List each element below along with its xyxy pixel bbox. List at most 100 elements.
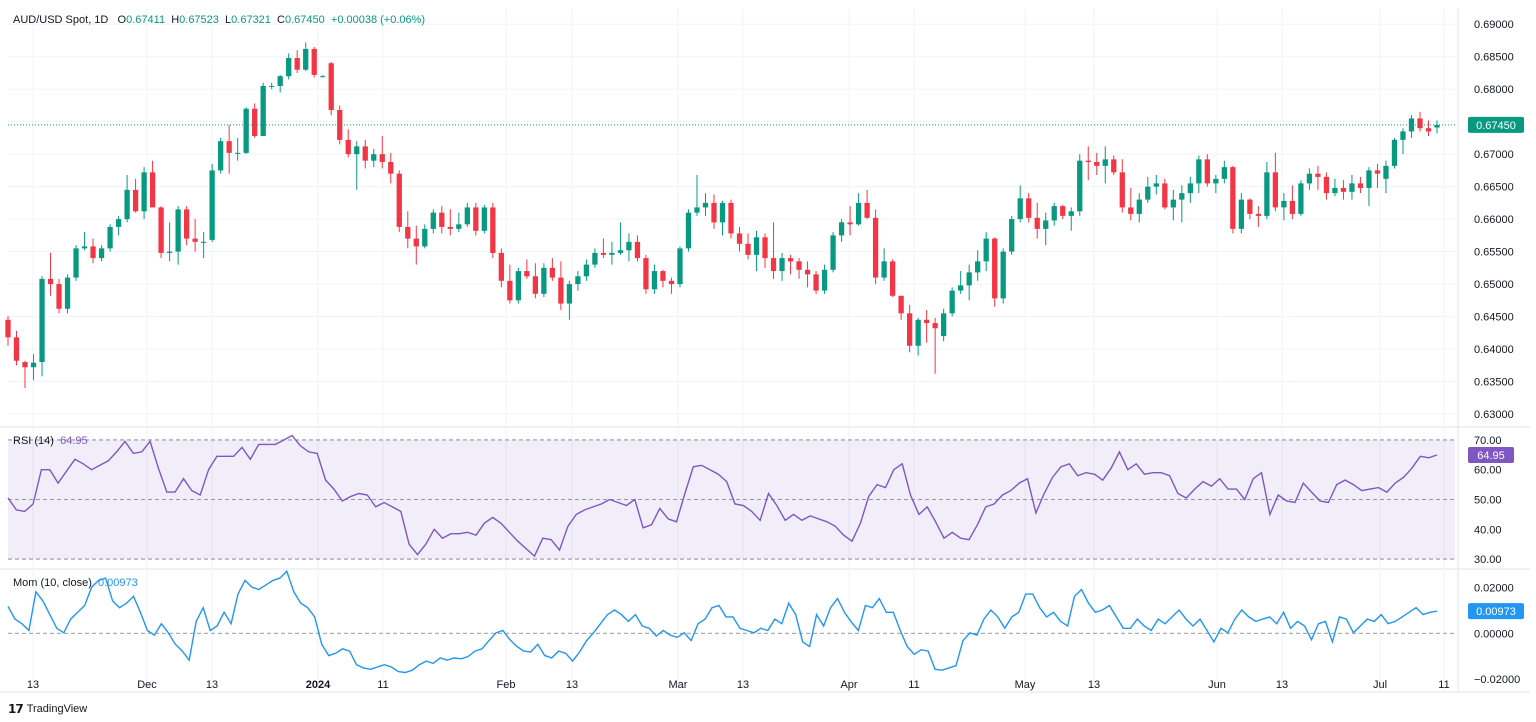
candle-up <box>1391 137 1398 169</box>
mom-label: Mom (10, close) <box>13 577 92 589</box>
mom-legend[interactable]: Mom (10, close) 0.00973 <box>13 577 138 589</box>
candle-body <box>745 243 751 255</box>
candle-body <box>47 278 54 285</box>
time-tick-label: 13 <box>737 679 749 691</box>
candle-body <box>1255 213 1262 216</box>
candle-up <box>753 230 760 272</box>
candle-body <box>864 202 870 218</box>
symbol-title[interactable]: AUD/USD Spot, 1D <box>13 14 109 26</box>
candle-body <box>166 251 173 253</box>
candle-body <box>1060 206 1066 216</box>
candle-down <box>413 225 419 265</box>
candle-down <box>90 238 96 264</box>
candle-body <box>269 85 275 87</box>
price-tick-label: 0.69000 <box>1474 19 1514 31</box>
candle-up <box>915 317 921 356</box>
candle-down <box>1162 178 1168 210</box>
candle-up <box>592 248 598 268</box>
candle-down <box>294 50 300 73</box>
candle-body <box>201 241 207 243</box>
candle-body <box>456 224 462 229</box>
candle-body <box>898 295 904 314</box>
candle-body <box>1332 187 1338 194</box>
mom-last-badge <box>1468 603 1524 620</box>
candle-body <box>651 271 658 290</box>
tradingview-logo[interactable]: 𝟭𝟳 TradingView <box>8 702 87 716</box>
candle-body <box>881 261 887 278</box>
candle-up <box>98 245 105 262</box>
candle-up <box>651 264 658 294</box>
candle-body <box>243 108 249 153</box>
rsi-legend[interactable]: RSI (14) 64.95 <box>13 435 88 447</box>
candle-body <box>1213 178 1219 184</box>
candle-down <box>924 310 930 343</box>
time-tick-label: 13 <box>27 679 39 691</box>
candle-up <box>541 263 547 298</box>
candle-body <box>294 58 300 70</box>
candle-up <box>260 82 266 136</box>
candle-body <box>600 252 607 255</box>
candle-down <box>1357 176 1364 194</box>
time-tick-label: Apr <box>840 679 857 691</box>
price-tick-label: 0.65500 <box>1474 247 1514 259</box>
candle-body <box>286 58 292 77</box>
candle-body <box>30 362 37 368</box>
candle-body <box>1043 220 1049 229</box>
candle-body <box>609 252 615 255</box>
candle-up <box>39 276 45 377</box>
candle-down <box>736 226 743 252</box>
last-price-label: 0.67450 <box>1476 120 1516 132</box>
candle-body <box>889 261 896 296</box>
price-tick-label: 0.67000 <box>1474 149 1514 161</box>
candle-body <box>175 209 181 252</box>
candle-up <box>685 209 692 252</box>
rsi-tick-label: 70.00 <box>1474 435 1502 447</box>
candle-body <box>320 76 326 78</box>
momentum-pane <box>7 570 1455 674</box>
candle-body <box>983 238 989 262</box>
candle-body <box>796 261 802 270</box>
candle-body <box>1034 217 1040 229</box>
candle-up <box>209 163 215 242</box>
candle-body <box>379 154 385 162</box>
candle-up <box>821 264 828 294</box>
candle-down <box>558 261 564 311</box>
candle-body <box>422 228 428 247</box>
candle-body <box>532 276 539 294</box>
candle-body <box>354 146 360 155</box>
candle-body <box>1187 183 1193 194</box>
time-tick-label: Jun <box>1208 679 1226 691</box>
time-tick-label: 13 <box>206 679 218 691</box>
candle-body <box>183 209 190 239</box>
candle-body <box>711 202 717 223</box>
price-tick-label: 0.68500 <box>1474 52 1514 64</box>
rsi-tick-label: 30.00 <box>1474 554 1502 566</box>
candle-body <box>1221 167 1227 179</box>
candle-body <box>583 264 590 277</box>
candle-body <box>371 154 377 161</box>
candle-up <box>1136 193 1142 223</box>
candle-up <box>1009 215 1015 255</box>
candle-body <box>524 271 530 277</box>
candle-body <box>396 173 402 227</box>
candle-up <box>941 308 947 342</box>
candle-up <box>303 42 309 72</box>
candle-body <box>413 238 419 247</box>
candle-body <box>558 277 564 304</box>
candle-up <box>456 212 462 233</box>
rsi-tick-label: 40.00 <box>1474 524 1502 536</box>
price-tick-label: 0.63500 <box>1474 377 1514 389</box>
candle-up <box>1051 202 1057 226</box>
candle-body <box>107 226 113 249</box>
candle-up <box>243 107 249 155</box>
candle-down <box>634 235 641 262</box>
candle-up <box>201 232 207 259</box>
candle-body <box>1357 183 1364 188</box>
candle-body <box>855 202 862 225</box>
candle-body <box>388 161 394 174</box>
candle-body <box>405 226 411 239</box>
mom-last-label: 0.00973 <box>1476 606 1516 618</box>
candle-up <box>1434 120 1440 134</box>
candle-down <box>396 170 402 233</box>
